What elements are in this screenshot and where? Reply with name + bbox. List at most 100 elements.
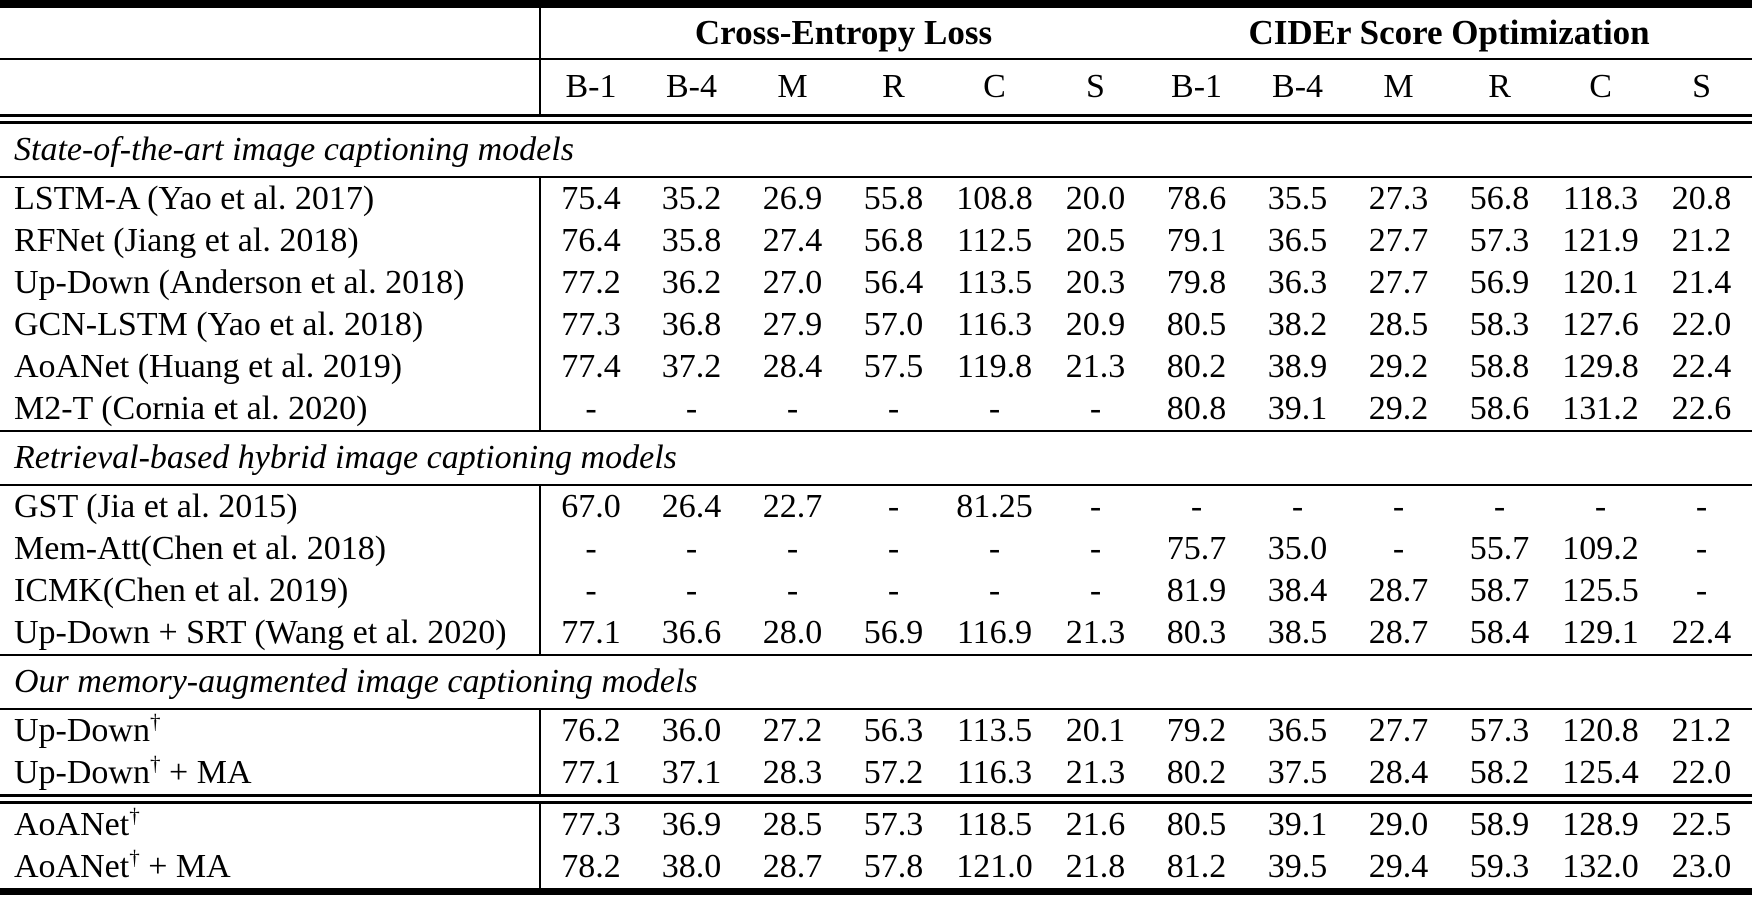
metric-value-cell: 23.0 (1671, 848, 1732, 885)
metric-value-cell: - (1392, 488, 1405, 525)
metric-value-cell: 21.2 (1671, 712, 1732, 749)
metric-value-cell: 28.4 (762, 348, 823, 385)
dagger-marker: † (129, 803, 140, 828)
metric-value-cell: 77.2 (561, 264, 621, 301)
model-name-cell: RFNet (Jiang et al. 2018) (0, 220, 541, 262)
metric-value-cell: 35.8 (661, 222, 722, 259)
metric-value-cell: - (540, 388, 641, 432)
metric-value-cell: 27.7 (1368, 222, 1429, 259)
table-row: GST (Jia et al. 2015) 67.0 26.4 22.7 - 81.25 -… (0, 485, 1752, 528)
metric-value-cell: - (1089, 488, 1102, 525)
metric-header-row: B-1 B-4 M R C S B-1 B-4 M R C S (0, 59, 1752, 124)
metric-value-cell: 22.0 (1651, 752, 1752, 804)
metric-value-cell: 38.5 (1247, 612, 1349, 656)
metric-value-cell: 22.6 (1651, 388, 1752, 432)
model-name-cell: Up-Down† (0, 709, 541, 752)
metric-value-cell: 79.1 (1166, 222, 1227, 259)
metric-header-ce-b-1: B-1 (540, 59, 641, 124)
metric-value-cell: 37.5 (1247, 752, 1349, 804)
metric-value-cell: - (988, 530, 1001, 567)
metric-value-cell: 56.8 (1469, 180, 1530, 217)
metric-value-cell: 58.7 (1469, 572, 1530, 609)
metric-value-cell: 27.3 (1368, 180, 1429, 217)
metric-value-cell: - (1594, 488, 1607, 525)
dagger-marker: † (129, 846, 140, 870)
metric-value-cell: 125.5 (1562, 572, 1639, 609)
metric-value-cell: 56.4 (863, 264, 924, 301)
metric-value-cell: 27.0 (762, 264, 823, 301)
metric-value-cell: 20.8 (1671, 180, 1732, 217)
metric-header-cider-b-1: B-1 (1146, 59, 1248, 124)
metric-value-cell: 28.3 (742, 752, 843, 804)
metric-value-cell: 116.3 (956, 306, 1033, 343)
corner-cell-2 (0, 59, 541, 124)
metric-value-cell: - (1493, 488, 1506, 525)
metric-value-cell: 120.1 (1562, 264, 1639, 301)
metric-value-cell: 36.5 (1267, 712, 1328, 749)
metric-value-cell: 75.7 (1166, 530, 1227, 567)
metric-value-cell: 28.5 (1368, 306, 1429, 343)
metric-value-cell: - (786, 572, 799, 609)
table-row: AoANet† 77.3 36.9 28.5 57.3 118.5 21.6 80.5 39.1… (0, 799, 1752, 846)
metric-value-cell: - (1089, 530, 1102, 567)
metric-value-cell: 37.1 (641, 752, 742, 804)
metric-value-cell: 22.0 (1671, 306, 1732, 343)
metric-value-cell: 67.0 (561, 488, 621, 525)
metric-value-cell: - (641, 388, 742, 432)
model-name-cell: LSTM-A (Yao et al. 2017) (0, 177, 541, 220)
metric-value-cell: 35.0 (1267, 530, 1328, 567)
metric-value-cell: - (585, 572, 597, 609)
metric-value-cell: 27.9 (762, 306, 823, 343)
metric-value-cell: 76.2 (561, 712, 621, 749)
metric-header-ce-r: R (843, 59, 944, 124)
metric-value-cell: 21.3 (1045, 612, 1147, 656)
metric-value-cell: 27.7 (1368, 712, 1429, 749)
metric-value-cell: 56.3 (863, 712, 924, 749)
metric-value-cell: 57.0 (863, 306, 924, 343)
metric-value-cell: 29.2 (1368, 348, 1429, 385)
metric-value-cell: 35.2 (661, 180, 722, 217)
metric-value-cell: 116.9 (944, 612, 1045, 656)
metric-value-cell: 132.0 (1562, 848, 1639, 885)
model-name-cell: GST (Jia et al. 2015) (0, 485, 541, 528)
metric-value-cell: 29.0 (1368, 806, 1429, 843)
metric-value-cell: 38.0 (661, 848, 722, 885)
dagger-marker: † (149, 752, 161, 776)
dagger-marker: † (149, 709, 161, 734)
metric-value-cell: - (742, 388, 843, 432)
metric-value-cell: 26.4 (661, 488, 722, 525)
metric-value-cell: 38.4 (1267, 572, 1328, 609)
table-row: Up-Down† + MA 77.1 37.1 28.3 57.2 116.3 21.3 80… (0, 752, 1752, 804)
metric-header-cider-b-4: B-4 (1247, 59, 1349, 124)
metric-value-cell: 36.0 (661, 712, 722, 749)
metric-value-cell: 128.9 (1562, 806, 1639, 843)
table-row: AoANet (Huang et al. 2019) 77.4 37.2 28.4 57… (0, 346, 1752, 388)
metric-header-cider-s: S (1651, 59, 1752, 124)
metric-value-cell: 58.2 (1449, 752, 1551, 804)
metric-value-cell: 79.8 (1166, 264, 1227, 301)
metric-value-cell: 28.0 (742, 612, 843, 656)
metric-value-cell: 113.5 (956, 712, 1033, 749)
metric-value-cell: 22.5 (1671, 806, 1732, 843)
metric-value-cell: 39.1 (1247, 388, 1349, 432)
metric-value-cell: 28.7 (1348, 612, 1450, 656)
group-header-cider-optimization: CIDEr Score Optimization (1146, 4, 1752, 60)
metric-value-cell: 57.5 (863, 348, 924, 385)
metric-value-cell: - (1190, 488, 1203, 525)
metric-value-cell: 21.3 (1065, 348, 1126, 385)
metric-value-cell: 20.5 (1065, 222, 1126, 259)
metric-value-cell: 20.1 (1065, 712, 1126, 749)
metric-value-cell: - (585, 530, 597, 567)
metric-value-cell: 77.3 (561, 306, 621, 343)
metric-value-cell: - (1392, 530, 1405, 567)
metric-value-cell: 56.9 (843, 612, 944, 656)
metric-value-cell: 38.2 (1267, 306, 1328, 343)
metric-value-cell: 20.3 (1065, 264, 1126, 301)
table-body: State-of-the-art image captioning models… (0, 118, 1752, 892)
metric-value-cell: - (1089, 572, 1102, 609)
metric-value-cell: 77.1 (540, 612, 641, 656)
metric-value-cell: 21.6 (1065, 806, 1126, 843)
group-header-row: Cross-Entropy Loss CIDEr Score Optimizat… (0, 4, 1752, 60)
metric-value-cell: 57.3 (863, 806, 924, 843)
